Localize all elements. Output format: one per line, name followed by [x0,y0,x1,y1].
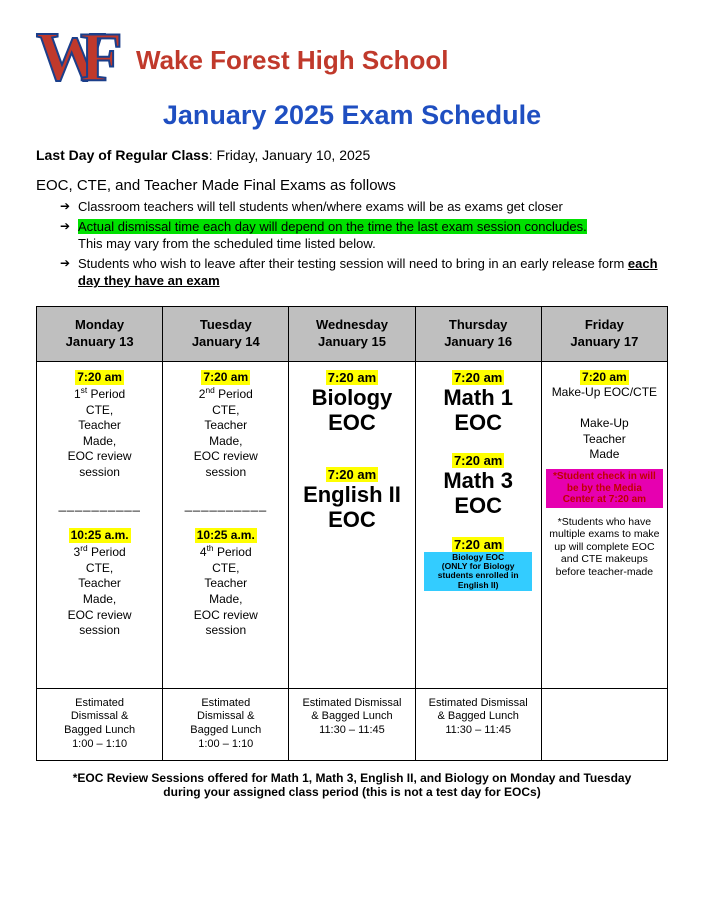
note-highlight: Actual dismissal time each day will depe… [78,219,587,234]
dismissal-cell: EstimatedDismissal &Bagged Lunch1:00 – 1… [37,688,163,760]
thursday-cell: 7:20 am Math 1EOC 7:20 am Math 3EOC 7:20… [415,361,541,688]
col-header: ThursdayJanuary 16 [415,306,541,361]
time-label: 7:20 am [580,370,629,386]
note-text: Classroom teachers will tell students wh… [78,199,563,214]
notes-list: Classroom teachers will tell students wh… [36,198,668,290]
note-text: Students who wish to leave after their t… [78,256,628,271]
makeup-order-note: *Students who have multiple exams to mak… [546,516,663,579]
header-row: W F Wake Forest High School [36,24,668,96]
footer-note: *EOC Review Sessions offered for Math 1,… [36,771,668,799]
time-label: 7:20 am [452,537,504,552]
time-label: 7:20 am [75,370,124,386]
last-day-value: Friday, January 10, 2025 [217,147,371,163]
dismissal-cell: EstimatedDismissal &Bagged Lunch1:00 – 1… [163,688,289,760]
note-item: Actual dismissal time each day will depe… [60,218,668,253]
time-label: 10:25 a.m. [195,528,257,544]
col-header: WednesdayJanuary 15 [289,306,415,361]
dismissal-cell: Estimated Dismissal& Bagged Lunch11:30 –… [289,688,415,760]
exam-name: BiologyEOC [293,385,410,436]
makeup-line: Make-UpTeacherMade [580,416,629,461]
school-logo: W F [36,24,122,96]
divider: __________ [59,497,141,512]
time-label: 7:20 am [326,467,378,482]
last-day-label: Last Day of Regular Class [36,147,209,163]
time-label: 7:20 am [452,453,504,468]
dismissal-cell: Estimated Dismissal& Bagged Lunch11:30 –… [415,688,541,760]
friday-cell: 7:20 am Make-Up EOC/CTE Make-UpTeacherMa… [541,361,667,688]
note-item: Classroom teachers will tell students wh… [60,198,668,216]
page-title: January 2025 Exam Schedule [36,100,668,131]
last-day-line: Last Day of Regular Class: Friday, Janua… [36,147,668,163]
note-item: Students who wish to leave after their t… [60,255,668,290]
table-header-row: MondayJanuary 13 TuesdayJanuary 14 Wedne… [37,306,668,361]
dismissal-row: EstimatedDismissal &Bagged Lunch1:00 – 1… [37,688,668,760]
col-header: TuesdayJanuary 14 [163,306,289,361]
wednesday-cell: 7:20 am BiologyEOC 7:20 am English IIEOC [289,361,415,688]
biology-note: Biology EOC(ONLY for Biology students en… [424,552,532,591]
logo-letter-f: F [80,18,123,98]
exam-schedule-table: MondayJanuary 13 TuesdayJanuary 14 Wedne… [36,306,668,761]
tuesday-cell: 7:20 am 2nd PeriodCTE,TeacherMade,EOC re… [163,361,289,688]
exam-name: Math 3EOC [420,468,537,519]
school-name: Wake Forest High School [136,45,449,76]
col-header: MondayJanuary 13 [37,306,163,361]
exam-name: English IIEOC [293,482,410,533]
monday-cell: 7:20 am 1st PeriodCTE,TeacherMade,EOC re… [37,361,163,688]
exam-name: Math 1EOC [420,385,537,436]
table-body-row: 7:20 am 1st PeriodCTE,TeacherMade,EOC re… [37,361,668,688]
dismissal-cell [541,688,667,760]
note-subtext: This may vary from the scheduled time li… [78,235,668,253]
checkin-note: *Student check in will be by the Media C… [546,469,663,508]
time-label: 7:20 am [201,370,250,386]
exam-intro: EOC, CTE, and Teacher Made Final Exams a… [36,177,668,194]
time-label: 10:25 a.m. [69,528,131,544]
divider: __________ [185,497,267,512]
time-label: 7:20 am [452,370,504,385]
time-label: 7:20 am [326,370,378,385]
makeup-line: Make-Up EOC/CTE [552,385,657,399]
col-header: FridayJanuary 17 [541,306,667,361]
